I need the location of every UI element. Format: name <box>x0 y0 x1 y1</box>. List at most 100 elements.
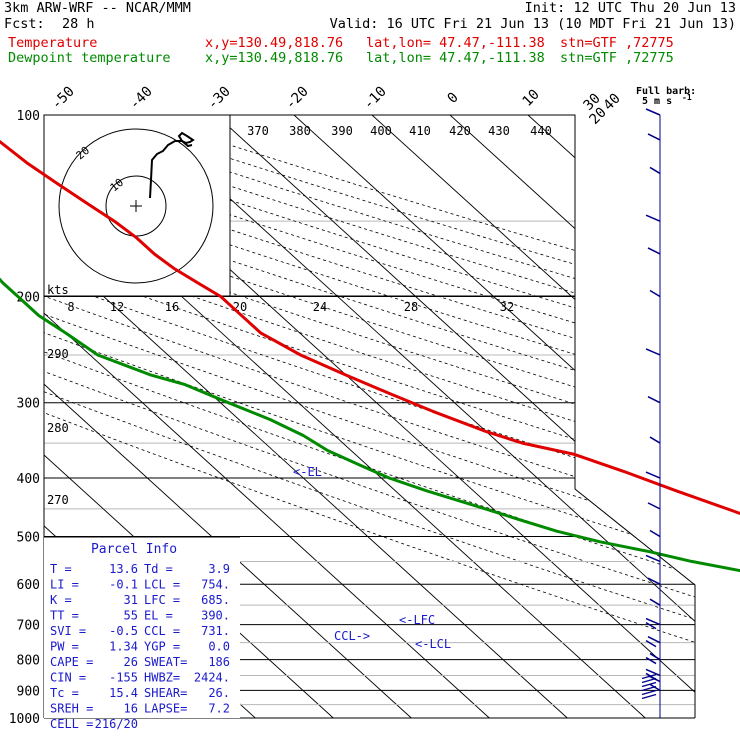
hodograph-speed-tick-20: 20 <box>233 300 247 314</box>
theta-label-380: 380 <box>289 124 311 138</box>
wind-barb-300 <box>647 396 661 404</box>
wind-barb-110 <box>647 133 661 141</box>
surface-barb-3 <box>641 685 657 692</box>
parcel-value2-5: 0.0 <box>208 640 230 654</box>
theta-label-270: 270 <box>47 493 69 507</box>
parcel-key2-0: Td = <box>144 562 173 576</box>
theta-label-400: 400 <box>370 124 392 138</box>
wind-barb-150 <box>645 214 661 222</box>
parcel-key-0: T = <box>50 562 72 576</box>
hodograph-divider <box>229 114 576 297</box>
dry-adiabat-310 <box>44 115 695 718</box>
parcel-key-10: CELL = <box>50 717 93 731</box>
dry-adiabat-250 <box>44 115 695 718</box>
isotherm--30 <box>215 115 695 718</box>
theta-label-290: 290 <box>47 347 69 361</box>
pressure-label-900: 900 <box>17 684 40 699</box>
isotherm--40 <box>137 115 695 718</box>
isotherm-label-0: 0 <box>445 90 462 107</box>
wind-barb-850 <box>645 668 661 677</box>
parcel-value-4: -0.5 <box>109 624 138 638</box>
parcel-value-7: -155 <box>109 671 138 685</box>
wind-barb-extra-700 <box>645 621 657 630</box>
legend-dewpoint-station: stn=GTF ,72775 <box>560 50 674 66</box>
parcel-key-9: SREH = <box>50 702 93 716</box>
hodograph-speed-tick-16: 16 <box>165 300 179 314</box>
isotherm--10 <box>371 115 695 718</box>
isotherm-label-10: 10 <box>520 87 543 110</box>
legend-temperature-station: stn=GTF ,72775 <box>560 35 674 51</box>
wind-barb-400 <box>645 471 661 479</box>
pressure-label-100: 100 <box>17 109 40 124</box>
dry-adiabat-270 <box>44 115 695 718</box>
surface-barb-0 <box>641 673 657 680</box>
theta-label-420: 420 <box>449 124 471 138</box>
legend-dewpoint-name: Dewpoint temperature <box>8 50 171 66</box>
hodograph-ring-2 <box>58 128 214 284</box>
hodograph-trace <box>149 131 195 199</box>
surface-barb-4 <box>641 689 657 696</box>
parcel-value2-2: 685. <box>201 593 230 607</box>
dry-adiabat-260 <box>44 115 695 718</box>
parcel-value2-8: 26. <box>208 686 230 700</box>
legend-temperature-name: Temperature <box>8 35 98 51</box>
parcel-value-9: 16 <box>124 702 138 716</box>
isotherm-30 <box>683 115 695 718</box>
hodograph-speed-tick-24: 24 <box>313 300 327 314</box>
surface-barb-2 <box>641 681 657 688</box>
parcel-value2-4: 731. <box>201 624 230 638</box>
right-boundary <box>574 115 696 718</box>
parcel-key-3: TT = <box>50 609 79 623</box>
forecast-hour: 28 h <box>62 16 95 32</box>
dry-adiabat-340 <box>44 115 695 718</box>
parcel-value2-6: 186 <box>208 655 230 669</box>
wind-barb-550 <box>645 554 661 563</box>
wind-barb-extra-750 <box>645 640 657 648</box>
wind-barb-750 <box>647 635 661 644</box>
parcel-info-box <box>44 537 240 718</box>
pressure-label-600: 600 <box>17 578 40 593</box>
model-title: 3km ARW-WRF -- NCAR/MMM <box>4 0 191 16</box>
wind-barb-200 <box>649 289 661 298</box>
parcel-value-0: 13.6 <box>109 562 138 576</box>
isotherm-0 <box>449 115 695 718</box>
parcel-value2-0: 3.9 <box>208 562 230 576</box>
pressure-label-800: 800 <box>17 654 40 669</box>
legend-dewpoint-latlon: lat,lon= 47.47,-111.38 <box>366 50 545 66</box>
hodograph-speed-tick-32: 32 <box>500 300 514 314</box>
theta-label-280: 280 <box>47 421 69 435</box>
barb-legend-line1: Full barb: <box>636 86 696 97</box>
surface-barb-1 <box>641 677 657 684</box>
wind-barb-500 <box>649 529 661 538</box>
parcel-key2-7: HWBZ= <box>144 671 180 685</box>
parcel-key-4: SVI = <box>50 624 86 638</box>
wind-barb-650 <box>649 598 661 606</box>
isotherm-label--50: -50 <box>49 84 78 113</box>
isotherm--90 <box>44 115 412 718</box>
parcel-key-8: Tc = <box>50 686 79 700</box>
lcl-marker: <-LCL <box>415 637 451 651</box>
parcel-key-7: CIN = <box>50 671 86 685</box>
el-marker: <-EL <box>293 465 322 479</box>
wind-barb-600 <box>647 577 661 585</box>
hodograph-unit-label: kts <box>47 283 69 297</box>
parcel-key-1: LI = <box>50 578 79 592</box>
parcel-value-1: -0.1 <box>109 578 138 592</box>
pressure-label-700: 700 <box>17 619 40 634</box>
legend-temperature-xy: x,y=130.49,818.76 <box>205 35 344 51</box>
isotherm-label--40: -40 <box>127 84 156 113</box>
forecast-label: Fcst: <box>4 16 45 32</box>
hodograph-speed-tick-12: 12 <box>110 300 124 314</box>
parcel-value-5: 1.34 <box>109 640 138 654</box>
parcel-value2-3: 390. <box>201 609 230 623</box>
lfc-marker: <-LFC <box>399 613 435 627</box>
isotherm-label--10: -10 <box>361 84 390 113</box>
theta-label-440: 440 <box>530 124 552 138</box>
wind-barb-170 <box>647 247 661 255</box>
theta-label-430: 430 <box>488 124 510 138</box>
parcel-value2-7: 2424. <box>194 671 230 685</box>
hodograph-speed-tick-28: 28 <box>404 300 418 314</box>
dry-adiabat-360 <box>44 115 695 718</box>
parcel-key-2: K = <box>50 593 72 607</box>
isotherm-label--30: -30 <box>205 84 234 113</box>
